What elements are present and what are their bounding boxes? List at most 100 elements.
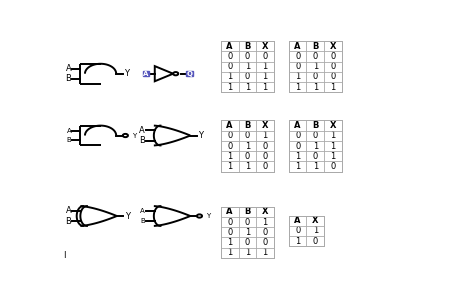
Circle shape [123,134,128,137]
Text: 0: 0 [330,52,336,61]
Text: 1: 1 [295,162,301,171]
Text: 0: 0 [295,226,301,235]
Text: 0: 0 [262,52,268,61]
Text: A: A [143,71,149,77]
Text: 1: 1 [262,248,268,257]
Text: 0: 0 [227,52,232,61]
Text: B: B [312,42,319,51]
Text: B: B [140,218,145,224]
Text: A: A [140,208,145,214]
Text: 1: 1 [245,62,250,71]
Text: I: I [63,251,65,260]
Text: 1: 1 [313,142,318,151]
Text: 0: 0 [295,142,301,151]
Text: B: B [312,121,319,130]
Text: B: B [66,138,71,144]
Text: B: B [244,207,251,216]
Text: B: B [65,217,71,226]
Circle shape [173,72,178,75]
Text: 1: 1 [330,142,336,151]
Text: X: X [262,121,268,130]
Text: 0: 0 [245,218,250,227]
Text: 1: 1 [295,83,301,92]
Text: Y: Y [132,132,136,138]
Text: Y: Y [198,131,203,140]
Text: 1: 1 [262,83,268,92]
Text: X: X [312,216,319,225]
Text: 0: 0 [313,131,318,140]
Bar [221,207,274,258]
Text: 1: 1 [227,238,232,247]
FancyBboxPatch shape [143,71,149,76]
Bar [289,215,324,246]
Text: X: X [262,42,268,51]
Text: 1: 1 [245,248,250,257]
Text: 0: 0 [295,62,301,71]
Text: A: A [139,126,145,135]
Text: 0: 0 [262,162,268,171]
Text: 0: 0 [313,72,318,82]
Text: 0: 0 [245,238,250,247]
Text: A: A [65,64,71,73]
Text: 0: 0 [313,237,318,246]
Text: 0: 0 [262,142,268,151]
Text: 1: 1 [262,218,268,227]
Text: A: A [294,121,301,130]
Text: X: X [262,207,268,216]
Text: Y: Y [125,211,130,221]
Text: 0: 0 [262,238,268,247]
Text: X: X [330,42,336,51]
Text: Y: Y [124,69,129,78]
Text: 0: 0 [245,52,250,61]
Text: A: A [65,206,71,215]
Text: 1: 1 [245,162,250,171]
Text: 0: 0 [245,152,250,161]
Text: 1: 1 [295,237,301,246]
Text: 0: 0 [227,228,232,237]
Text: 1: 1 [227,162,232,171]
Text: 1: 1 [313,62,318,71]
Text: B: B [244,121,251,130]
Text: 1: 1 [295,72,301,82]
Text: 0: 0 [227,62,232,71]
Bar [221,41,274,92]
Text: 0: 0 [295,52,301,61]
Text: 1: 1 [313,226,318,235]
Text: 1: 1 [313,83,318,92]
Text: A: A [294,216,301,225]
Text: 1: 1 [330,83,336,92]
Text: 1: 1 [227,248,232,257]
Text: 0: 0 [330,162,336,171]
Text: 1: 1 [262,131,268,140]
Text: 1: 1 [330,131,336,140]
Text: 1: 1 [262,62,268,71]
Bar [289,41,342,92]
Text: 0: 0 [227,142,232,151]
Text: 1: 1 [330,152,336,161]
Text: B: B [244,42,251,51]
Text: 1: 1 [262,72,268,82]
Text: 0: 0 [330,72,336,82]
Text: 1: 1 [227,83,232,92]
Text: 0: 0 [227,131,232,140]
Text: A: A [294,42,301,51]
Text: 0: 0 [313,152,318,161]
Text: Q: Q [187,71,192,77]
Text: 0: 0 [245,131,250,140]
FancyBboxPatch shape [186,71,193,76]
Text: 1: 1 [227,72,232,82]
Text: A: A [227,207,233,216]
Text: B: B [65,74,71,83]
Text: 1: 1 [245,228,250,237]
Bar [289,120,342,172]
Text: 1: 1 [245,142,250,151]
Text: Y: Y [206,213,210,219]
Bar [221,120,274,172]
Text: 0: 0 [313,52,318,61]
Text: X: X [330,121,336,130]
Text: 0: 0 [262,152,268,161]
Text: A: A [227,121,233,130]
Text: A: A [227,42,233,51]
Text: 1: 1 [295,152,301,161]
Text: 0: 0 [227,218,232,227]
